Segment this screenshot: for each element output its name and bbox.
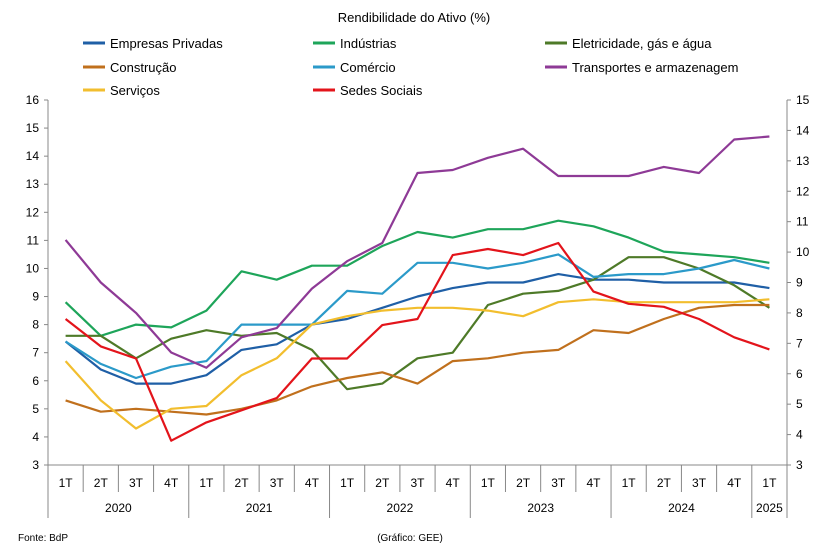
series-line-constru-o (65, 303, 770, 416)
right-tick-label: 14 (796, 123, 810, 137)
legend-label: Construção (110, 60, 176, 75)
quarter-label: 1T (481, 476, 496, 490)
quarter-label: 2T (235, 476, 250, 490)
quarter-label: 1T (340, 476, 355, 490)
left-tick-label: 10 (26, 261, 40, 275)
quarter-label: 1T (199, 476, 214, 490)
series-line-empresas-privadas (64, 273, 770, 385)
right-tick-label: 3 (796, 458, 803, 472)
legend-label: Eletricidade, gás e água (572, 36, 712, 51)
series-line-sedes-sociais (64, 241, 770, 442)
right-tick-label: 4 (796, 428, 803, 442)
legend: Empresas Privadas Indústrias Eletricidade,… (83, 36, 738, 98)
quarter-label: 3T (692, 476, 707, 490)
legend-label: Comércio (340, 60, 396, 75)
quarter-label: 3T (410, 476, 425, 490)
year-label: 2023 (527, 501, 554, 515)
right-tick-label: 15 (796, 93, 810, 107)
credit-note: (Gráfico: GEE) (377, 533, 443, 544)
source-note: Fonte: BdP (18, 533, 68, 544)
series-line-ind-strias (64, 219, 770, 337)
left-tick-label: 12 (26, 205, 40, 219)
year-label: 2025 (756, 501, 783, 515)
left-tick-label: 11 (27, 233, 40, 247)
left-axis: 3 4 5 6 7 8 9 10 11 12 13 14 15 16 (26, 93, 49, 518)
left-tick-label: 5 (32, 402, 39, 416)
left-tick-label: 14 (26, 149, 40, 163)
series-line-servi-os (64, 298, 770, 430)
year-label: 2021 (246, 501, 273, 515)
legend-label: Transportes e armazenagem (572, 60, 738, 75)
legend-label: Indústrias (340, 36, 397, 51)
left-tick-label: 7 (32, 346, 39, 360)
right-tick-label: 5 (796, 397, 803, 411)
quarter-label: 3T (551, 476, 566, 490)
quarter-label: 4T (164, 476, 179, 490)
legend-label: Empresas Privadas (110, 36, 223, 51)
series-line-transportes-e-armazenagem (64, 135, 770, 369)
year-label: 2022 (387, 501, 414, 515)
left-tick-label: 9 (32, 290, 39, 304)
right-axis: 3 4 5 6 7 8 9 10 11 12 13 14 15 (786, 93, 810, 518)
quarter-label: 3T (270, 476, 285, 490)
right-tick-label: 12 (796, 184, 810, 198)
series-line-com-rcio (65, 253, 770, 380)
chart-title: Rendibilidade do Ativo (%) (338, 10, 490, 25)
quarter-label: 3T (129, 476, 144, 490)
right-tick-label: 8 (796, 306, 803, 320)
left-tick-label: 8 (32, 318, 39, 332)
quarter-label: 4T (727, 476, 742, 490)
quarter-label: 4T (305, 476, 320, 490)
legend-label: Sedes Sociais (340, 83, 423, 98)
left-tick-label: 4 (32, 430, 39, 444)
quarter-label: 4T (586, 476, 601, 490)
right-tick-label: 10 (796, 245, 810, 259)
quarter-label: 2T (516, 476, 531, 490)
right-tick-label: 13 (796, 154, 810, 168)
quarter-label: 1T (622, 476, 637, 490)
left-tick-label: 6 (32, 374, 39, 388)
left-tick-label: 3 (32, 458, 39, 472)
right-tick-label: 9 (796, 276, 803, 290)
left-tick-label: 16 (26, 93, 40, 107)
quarter-label: 1T (59, 476, 74, 490)
quarter-label: 2T (94, 476, 109, 490)
left-tick-label: 15 (26, 121, 40, 135)
quarter-label: 2T (657, 476, 672, 490)
quarter-label: 4T (446, 476, 461, 490)
year-label: 2024 (668, 501, 695, 515)
plot-area (64, 135, 770, 442)
right-tick-label: 6 (796, 367, 803, 381)
year-label: 2020 (105, 501, 132, 515)
right-tick-label: 11 (796, 215, 809, 229)
quarter-label: 2T (375, 476, 390, 490)
quarter-label: 1T (762, 476, 777, 490)
left-tick-label: 13 (26, 177, 40, 191)
x-axis: 1T 2T 3T 4T 1T 2T 3T 4T 1T 2T 3T 4T 1T 2T 3T 4T 1T 2T 3T 4T… (47, 464, 788, 518)
right-tick-label: 7 (796, 336, 803, 350)
series-line-eletricidade-g-s-e-gua (65, 256, 770, 391)
legend-label: Serviços (110, 83, 160, 98)
